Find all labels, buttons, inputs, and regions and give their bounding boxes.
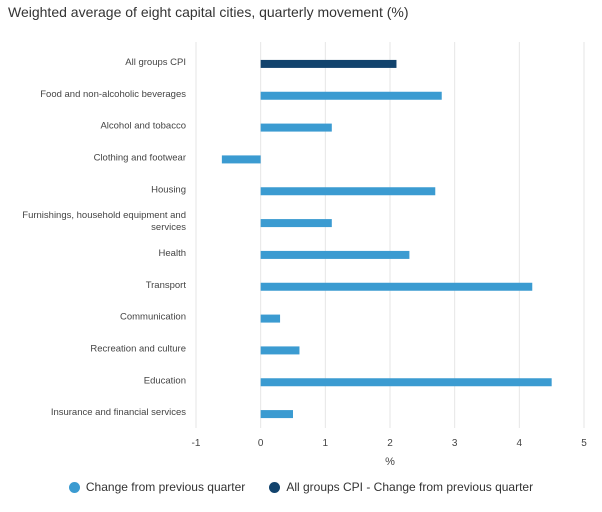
- bar[interactable]: [260, 219, 332, 228]
- x-tick-label: 5: [581, 438, 587, 449]
- x-axis-title: %: [385, 456, 395, 468]
- category-label: Insurance and financial services: [51, 407, 186, 418]
- legend-item-all-groups[interactable]: All groups CPI - Change from previous qu…: [269, 480, 533, 494]
- x-tick-label: 1: [323, 438, 329, 449]
- category-label: Food and non-alcoholic beverages: [40, 89, 186, 100]
- category-label: Clothing and footwear: [94, 152, 186, 163]
- category-label: Recreation and culture: [90, 343, 186, 354]
- category-label: Communication: [120, 312, 186, 323]
- bar[interactable]: [260, 314, 281, 323]
- category-label: Alcohol and tobacco: [100, 121, 186, 132]
- bar[interactable]: [260, 59, 397, 68]
- category-label: Education: [144, 375, 186, 386]
- chart-title: Weighted average of eight capital cities…: [8, 4, 409, 20]
- category-label: All groups CPI: [125, 57, 186, 68]
- x-tick-label: 2: [387, 438, 393, 449]
- category-label: Health: [159, 248, 186, 259]
- x-tick-label: -1: [192, 438, 201, 449]
- bar[interactable]: [260, 91, 442, 100]
- legend-label-all-groups: All groups CPI - Change from previous qu…: [286, 480, 534, 494]
- legend-item-change[interactable]: Change from previous quarter: [68, 480, 246, 494]
- bar[interactable]: [260, 410, 293, 419]
- x-tick-label: 4: [517, 438, 523, 449]
- bar[interactable]: [260, 187, 436, 196]
- legend-swatch-change: [68, 481, 80, 493]
- bar[interactable]: [221, 155, 261, 164]
- category-label: Housing: [151, 184, 186, 195]
- category-label: Transport: [146, 280, 187, 291]
- legend-label-change: Change from previous quarter: [85, 480, 246, 494]
- bar[interactable]: [260, 282, 533, 291]
- category-label: Furnishings, household equipment and serv…: [22, 210, 186, 233]
- legend-swatch-all-groups: [269, 481, 281, 493]
- bar[interactable]: [260, 250, 410, 259]
- chart-legend: Change from previous quarter All groups …: [0, 480, 602, 494]
- bar[interactable]: [260, 123, 332, 132]
- x-tick-label: 3: [452, 438, 458, 449]
- bar[interactable]: [260, 346, 300, 355]
- bar[interactable]: [260, 378, 552, 387]
- x-tick-label: 0: [258, 438, 264, 449]
